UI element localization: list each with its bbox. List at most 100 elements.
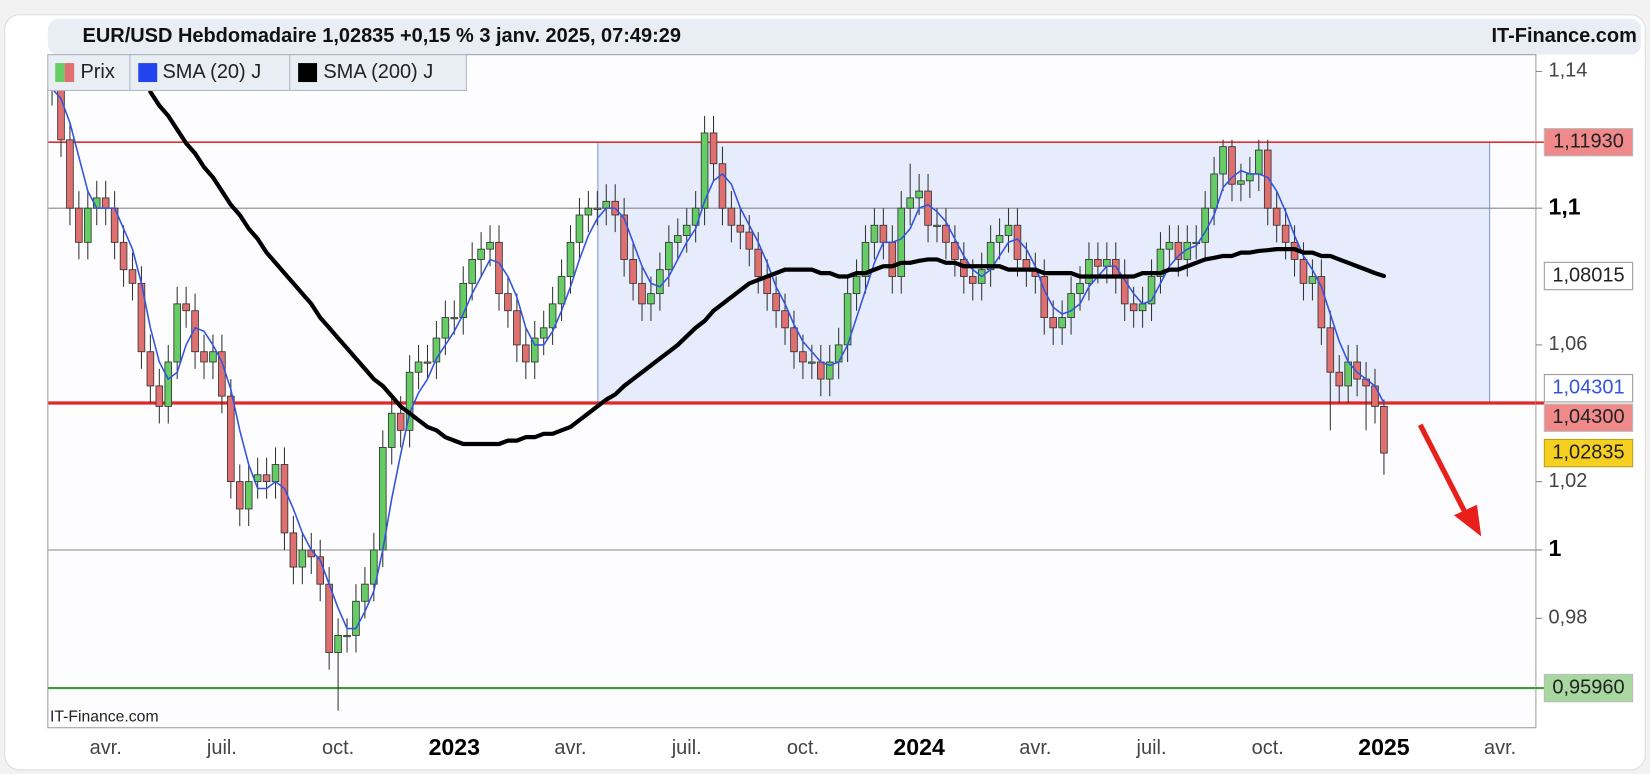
legend-icon <box>64 63 75 83</box>
x-tick-label: juil. <box>671 737 702 759</box>
candle-body <box>1380 405 1388 454</box>
candle-body <box>906 197 914 209</box>
candle-body <box>745 231 754 250</box>
candle-body <box>235 481 244 510</box>
close-tag-label: 1,02835 <box>1552 441 1624 463</box>
legend: Prix SMA (20) J SMA (200) J <box>47 54 467 91</box>
x-tick-label: 2025 <box>1358 734 1410 760</box>
series-line <box>51 87 1385 630</box>
candle-body <box>155 385 164 407</box>
candle-body <box>817 361 825 380</box>
level-tag-label: 0,95960 <box>1552 676 1624 698</box>
candle-body <box>879 224 888 243</box>
arrow-shaft <box>1417 423 1468 515</box>
candle-body <box>897 207 906 277</box>
title-bar <box>47 18 1642 55</box>
candle-body <box>522 344 530 363</box>
candle-body <box>1103 259 1111 267</box>
candle-body <box>584 207 593 216</box>
candle-body <box>1049 317 1057 329</box>
plot-area <box>47 54 1536 728</box>
candle-body <box>700 132 709 209</box>
candle-body <box>951 241 959 260</box>
series-line <box>148 89 1387 447</box>
candle-body <box>968 276 977 284</box>
candle-body <box>1308 276 1317 284</box>
legend-label: SMA (200) J <box>323 61 433 83</box>
candle-body <box>799 351 807 363</box>
candle-body <box>1076 282 1084 295</box>
candle-body <box>441 317 450 339</box>
candle-body <box>1281 224 1290 243</box>
candle-body <box>825 361 834 380</box>
candle-body <box>1174 241 1183 260</box>
candle-body <box>790 327 798 353</box>
candle-body <box>1335 371 1344 387</box>
candle-body <box>164 361 173 407</box>
candle-body <box>870 224 879 243</box>
candle-body <box>101 197 110 209</box>
x-tick-label: 2024 <box>893 734 945 760</box>
level-tag-label: 1,11930 <box>1553 130 1624 152</box>
candle-body <box>209 351 217 363</box>
candle-body <box>629 259 637 284</box>
candle-body <box>477 248 485 260</box>
candle-body <box>352 600 360 636</box>
candle-body <box>280 464 289 534</box>
candle-body <box>709 132 718 165</box>
y-tick-label: 0,98 <box>1549 607 1588 629</box>
candle-body <box>1156 248 1165 277</box>
candle-body <box>468 259 476 284</box>
candle-body <box>673 235 682 243</box>
x-tick-label: oct. <box>1252 737 1284 759</box>
candle-body <box>119 241 128 271</box>
candle-body <box>1004 224 1013 236</box>
candle-body <box>1317 276 1326 329</box>
last-value-tag <box>1543 374 1634 403</box>
candle-body <box>1326 327 1335 373</box>
candle-body <box>915 190 923 199</box>
candle-body <box>942 224 950 243</box>
plot-frame <box>47 54 1537 729</box>
candle-body <box>1353 361 1361 380</box>
candle-body <box>191 310 199 353</box>
candle-body <box>566 241 575 277</box>
candle-body <box>262 474 271 483</box>
candle-body <box>602 200 611 209</box>
candle-body <box>182 303 190 312</box>
x-tick-label: 2023 <box>429 734 481 760</box>
candle-body <box>1094 259 1102 267</box>
legend-label: Prix <box>80 61 114 83</box>
candle-body <box>888 241 897 277</box>
x-tick-label: avr. <box>554 737 586 759</box>
watermark: IT-Finance.com <box>50 708 159 725</box>
candle-body <box>423 361 432 364</box>
candle-body <box>852 276 861 295</box>
candle-body <box>405 371 414 431</box>
candle-body <box>834 344 843 363</box>
candle-body <box>334 635 342 653</box>
level-tag <box>1543 127 1634 157</box>
candle-body <box>450 317 459 320</box>
y-tick-label: 1,06 <box>1549 333 1588 355</box>
source: IT-Finance.com <box>1491 25 1636 47</box>
last-value-tag <box>1543 261 1634 291</box>
candle-body <box>432 337 441 363</box>
candle-body <box>361 583 369 602</box>
y-tick-label: 1,14 <box>1549 60 1588 82</box>
candle-body <box>995 235 1004 243</box>
candle-body <box>173 303 181 363</box>
trend-arrow <box>1417 423 1482 537</box>
legend-icon <box>55 63 65 83</box>
x-tick-label: avr. <box>90 737 122 759</box>
candle-body <box>1246 173 1254 182</box>
candle-body <box>1111 259 1120 277</box>
candle-body <box>1192 241 1201 245</box>
y-tick-label: 1 <box>1549 535 1562 561</box>
candle-body <box>754 248 763 277</box>
candle-body <box>808 361 816 364</box>
candle-body <box>718 163 727 209</box>
candle-body <box>298 549 307 568</box>
candle-body <box>325 583 333 653</box>
